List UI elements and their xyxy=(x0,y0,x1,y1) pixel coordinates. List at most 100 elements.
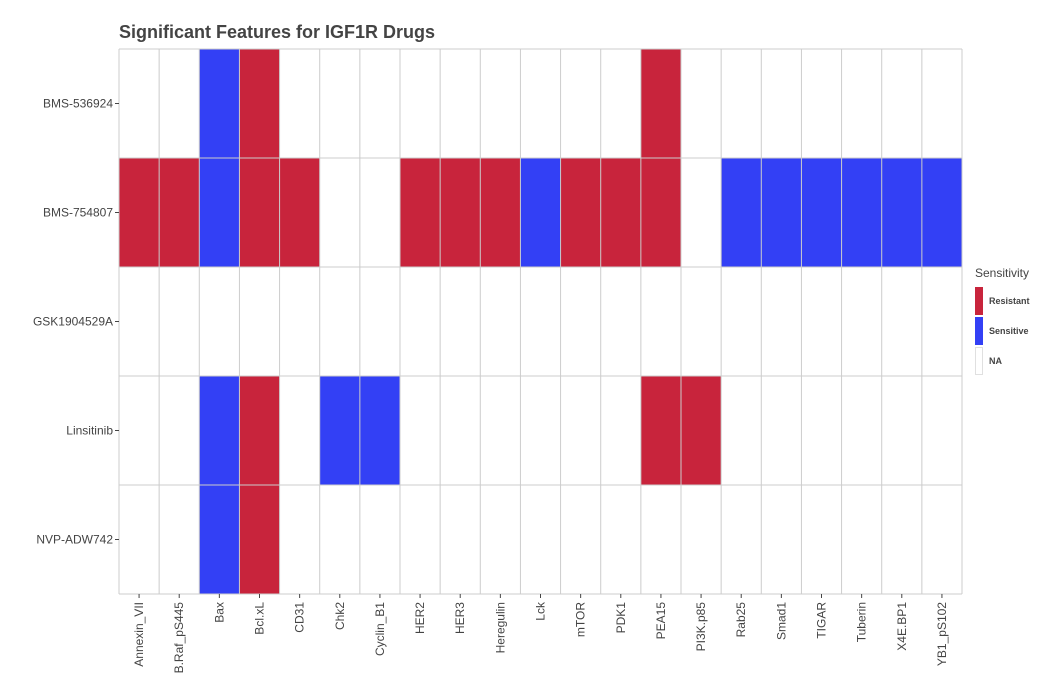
heatmap-cell xyxy=(801,267,842,376)
y-tick-label: NVP-ADW742 xyxy=(36,533,113,547)
heatmap-cell xyxy=(279,376,320,485)
heatmap-cell xyxy=(319,49,360,158)
x-tick-label: mTOR xyxy=(574,602,588,637)
heatmap-cell xyxy=(199,485,240,594)
heatmap-cell xyxy=(239,376,280,485)
heatmap-cell xyxy=(319,376,360,485)
heatmap-cell xyxy=(921,485,963,594)
x-tick-label: Cyclin_B1 xyxy=(373,602,387,656)
heatmap-cell xyxy=(159,158,200,267)
heatmap-cell xyxy=(801,158,842,267)
x-tick-label: Tuberin xyxy=(855,602,869,642)
heatmap-cell xyxy=(761,49,802,158)
x-tick-label: TIGAR xyxy=(815,602,829,639)
x-tick-label: YB1_pS102 xyxy=(935,602,949,666)
x-tick-label: Chk2 xyxy=(333,602,347,630)
heatmap-cell xyxy=(480,158,521,267)
legend-item: NA xyxy=(975,346,1030,376)
heatmap-cell xyxy=(560,485,601,594)
heatmap-cell xyxy=(681,49,722,158)
x-tick-label: Lck xyxy=(534,601,548,621)
heatmap-cell xyxy=(400,49,441,158)
heatmap-cell xyxy=(119,49,160,158)
heatmap-cell xyxy=(480,485,521,594)
heatmap-cell xyxy=(681,485,722,594)
legend: Sensitivity Resistant Sensitive NA xyxy=(975,266,1030,376)
heatmap-cell xyxy=(761,485,802,594)
heatmap-cell xyxy=(279,267,320,376)
heatmap-cell xyxy=(440,376,481,485)
legend-swatch xyxy=(975,317,983,345)
heatmap-cell xyxy=(119,485,160,594)
x-tick-label: PEA15 xyxy=(654,602,668,640)
heatmap-cell xyxy=(400,376,441,485)
x-tick-label: PI3K.p85 xyxy=(694,602,708,652)
heatmap-cell xyxy=(841,267,882,376)
x-tick-label: HER2 xyxy=(413,602,427,634)
heatmap-cell xyxy=(319,485,360,594)
heatmap-cell xyxy=(440,485,481,594)
y-tick-label: Linsitinib xyxy=(66,424,113,438)
heatmap-cell xyxy=(600,485,641,594)
heatmap-cell xyxy=(400,158,441,267)
heatmap-cell xyxy=(480,49,521,158)
heatmap-cell xyxy=(440,267,481,376)
heatmap-cell xyxy=(801,49,842,158)
chart-title: Significant Features for IGF1R Drugs xyxy=(119,22,436,42)
heatmap-cell xyxy=(440,49,481,158)
heatmap-cell xyxy=(239,485,280,594)
heatmap-cell xyxy=(761,267,802,376)
heatmap-cell xyxy=(359,267,401,376)
heatmap-cell xyxy=(721,376,762,485)
heatmap-cell xyxy=(600,267,641,376)
y-tick-label: GSK1904529A xyxy=(33,315,113,329)
heatmap-cell xyxy=(520,485,561,594)
heatmap-cell xyxy=(681,376,722,485)
heatmap-cell xyxy=(520,158,561,267)
heatmap-cell xyxy=(841,49,882,158)
heatmap-cell xyxy=(520,267,561,376)
heatmap-cell xyxy=(640,267,682,376)
heatmap-cell xyxy=(480,267,521,376)
legend-label: Sensitive xyxy=(989,326,1029,336)
heatmap-cell xyxy=(440,158,481,267)
heatmap-cell xyxy=(279,158,320,267)
x-tick-label: PDK1 xyxy=(614,602,628,634)
legend-label: Resistant xyxy=(989,296,1030,306)
x-tick-label: Heregulin xyxy=(493,602,507,653)
legend-label: NA xyxy=(989,356,1002,366)
heatmap-cell xyxy=(761,376,802,485)
heatmap-cell xyxy=(640,49,682,158)
heatmap-cell xyxy=(881,158,922,267)
heatmap-cell xyxy=(721,49,762,158)
heatmap-cell xyxy=(881,267,922,376)
heatmap-cell xyxy=(801,376,842,485)
x-tick-label: Bax xyxy=(212,602,226,623)
heatmap-cell xyxy=(560,158,601,267)
heatmap-cell xyxy=(881,376,922,485)
heatmap-cell xyxy=(199,376,240,485)
heatmap-cell xyxy=(359,49,401,158)
heatmap-cell xyxy=(721,267,762,376)
heatmap-cell xyxy=(359,158,401,267)
heatmap-cell xyxy=(640,485,682,594)
legend-title: Sensitivity xyxy=(975,266,1030,280)
heatmap-cell xyxy=(359,485,401,594)
legend-items: Resistant Sensitive NA xyxy=(975,286,1030,376)
heatmap-cell xyxy=(199,158,240,267)
heatmap-cell xyxy=(600,376,641,485)
heatmap-cell xyxy=(199,267,240,376)
x-tick-label: CD31 xyxy=(293,602,307,633)
legend-swatch xyxy=(975,287,983,315)
heatmap-cell xyxy=(239,267,280,376)
heatmap-cell xyxy=(119,267,160,376)
heatmap-cell xyxy=(881,485,922,594)
heatmap-cell xyxy=(119,376,160,485)
heatmap-cell xyxy=(761,158,802,267)
legend-item: Resistant xyxy=(975,286,1030,316)
heatmap-cell xyxy=(400,485,441,594)
y-tick-label: BMS-754807 xyxy=(43,206,113,220)
heatmap-cell xyxy=(159,376,200,485)
heatmap-cell xyxy=(319,158,360,267)
